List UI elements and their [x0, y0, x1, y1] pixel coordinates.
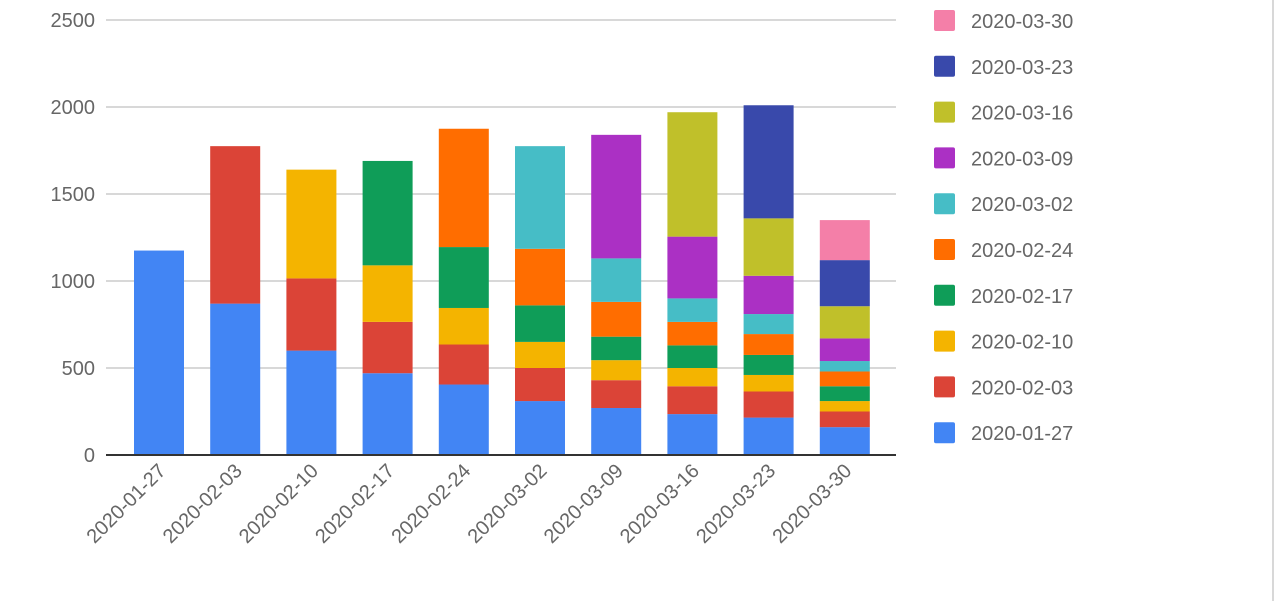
legend-swatch — [934, 193, 955, 215]
bar-segment — [438, 128, 489, 248]
bar-segment — [515, 401, 565, 455]
legend-swatch — [934, 10, 955, 31]
bar-segment — [667, 321, 718, 346]
y-tick-label: 500 — [62, 358, 95, 380]
bar-segment — [819, 361, 870, 372]
x-tick-label: 2020-01-27 — [83, 460, 171, 548]
bar-segment — [591, 336, 642, 361]
bar-segment — [515, 341, 565, 368]
x-tick-label: 2020-03-16 — [616, 460, 704, 548]
legend-swatch — [934, 239, 955, 260]
legend-label: 2020-03-30 — [971, 11, 1073, 33]
legend: 2020-03-30 2020-03-23 2020-03-16 2020-03-09… — [934, 10, 1073, 445]
bar-segment — [362, 373, 413, 455]
bar-segment — [438, 384, 489, 455]
bar-segment — [743, 275, 794, 315]
legend-swatch — [934, 147, 955, 169]
bar-segment — [210, 146, 261, 304]
y-tick-label: 2500 — [51, 10, 96, 32]
bar-segment — [515, 305, 565, 342]
bar-segment — [743, 417, 794, 455]
bar-segment — [286, 278, 337, 351]
bar-segment — [819, 306, 870, 339]
x-tick-label: 2020-03-23 — [692, 460, 780, 548]
bar-segment — [743, 374, 794, 392]
bar-segment — [819, 411, 870, 428]
legend-label: 2020-02-10 — [971, 332, 1073, 354]
bar-segment — [819, 386, 870, 402]
bars — [134, 105, 870, 455]
legend-swatch — [934, 55, 955, 77]
bar-segment — [591, 360, 642, 381]
y-tick-label: 0 — [84, 445, 95, 467]
bar-segment — [362, 160, 413, 266]
bar-segment — [286, 350, 337, 455]
x-tick-label: 2020-03-02 — [464, 460, 552, 548]
bar-segment — [743, 391, 794, 418]
bar-segment — [286, 169, 337, 279]
legend-label: 2020-02-03 — [971, 377, 1073, 399]
x-tick-label: 2020-03-09 — [540, 460, 628, 548]
bar-segment — [743, 354, 794, 375]
bar-segment — [819, 401, 870, 412]
legend-label: 2020-02-17 — [971, 286, 1073, 308]
legend-swatch — [934, 422, 955, 444]
bar-segment — [743, 105, 794, 219]
bar-segment — [743, 314, 794, 335]
bar-segment — [362, 321, 413, 374]
y-tick-label: 1000 — [51, 271, 96, 293]
bar-segment — [134, 250, 184, 455]
legend-swatch — [934, 376, 955, 398]
bar-segment — [515, 368, 565, 402]
bar-segment — [743, 218, 794, 276]
bar-segment — [515, 248, 565, 306]
legend-swatch — [934, 330, 955, 352]
bar-segment — [667, 386, 718, 415]
bar-segment — [591, 380, 642, 409]
x-tick-label: 2020-02-03 — [159, 460, 247, 548]
page-edge-divider — [1272, 0, 1274, 601]
bar-segment — [819, 371, 870, 387]
bar-segment — [667, 345, 718, 368]
x-tick-label: 2020-02-10 — [235, 460, 323, 548]
bar-segment — [438, 307, 489, 345]
bar-segment — [819, 260, 870, 307]
bar-segment — [591, 408, 642, 455]
x-tick-label: 2020-02-24 — [387, 460, 475, 548]
legend-swatch — [934, 284, 955, 306]
bar-segment — [819, 220, 870, 261]
legend-label: 2020-03-02 — [971, 194, 1073, 216]
legend-label: 2020-03-09 — [971, 148, 1073, 170]
bar-segment — [819, 338, 870, 362]
bar-segment — [591, 258, 642, 302]
x-tick-label: 2020-02-17 — [311, 460, 399, 548]
bar-segment — [438, 247, 489, 308]
y-tick-label: 2000 — [51, 97, 96, 119]
legend-label: 2020-02-24 — [971, 240, 1073, 262]
bar-segment — [667, 236, 718, 299]
bar-segment — [667, 414, 718, 455]
legend-swatch — [934, 101, 955, 123]
legend-label: 2020-01-27 — [971, 423, 1073, 445]
x-tick-label: 2020-03-30 — [768, 460, 856, 548]
y-tick-label: 1500 — [51, 184, 96, 206]
bar-segment — [362, 265, 413, 322]
bar-segment — [438, 344, 489, 385]
bar-segment — [667, 368, 718, 387]
bar-segment — [591, 134, 642, 259]
bar-segment — [819, 427, 870, 455]
bar-segment — [743, 334, 794, 355]
bar-segment — [667, 112, 718, 237]
legend-label: 2020-03-16 — [971, 103, 1073, 125]
bar-segment — [210, 303, 261, 455]
legend-label: 2020-03-23 — [971, 57, 1073, 79]
bar-segment — [591, 301, 642, 337]
bar-segment — [515, 146, 565, 249]
bar-segment — [667, 298, 718, 322]
